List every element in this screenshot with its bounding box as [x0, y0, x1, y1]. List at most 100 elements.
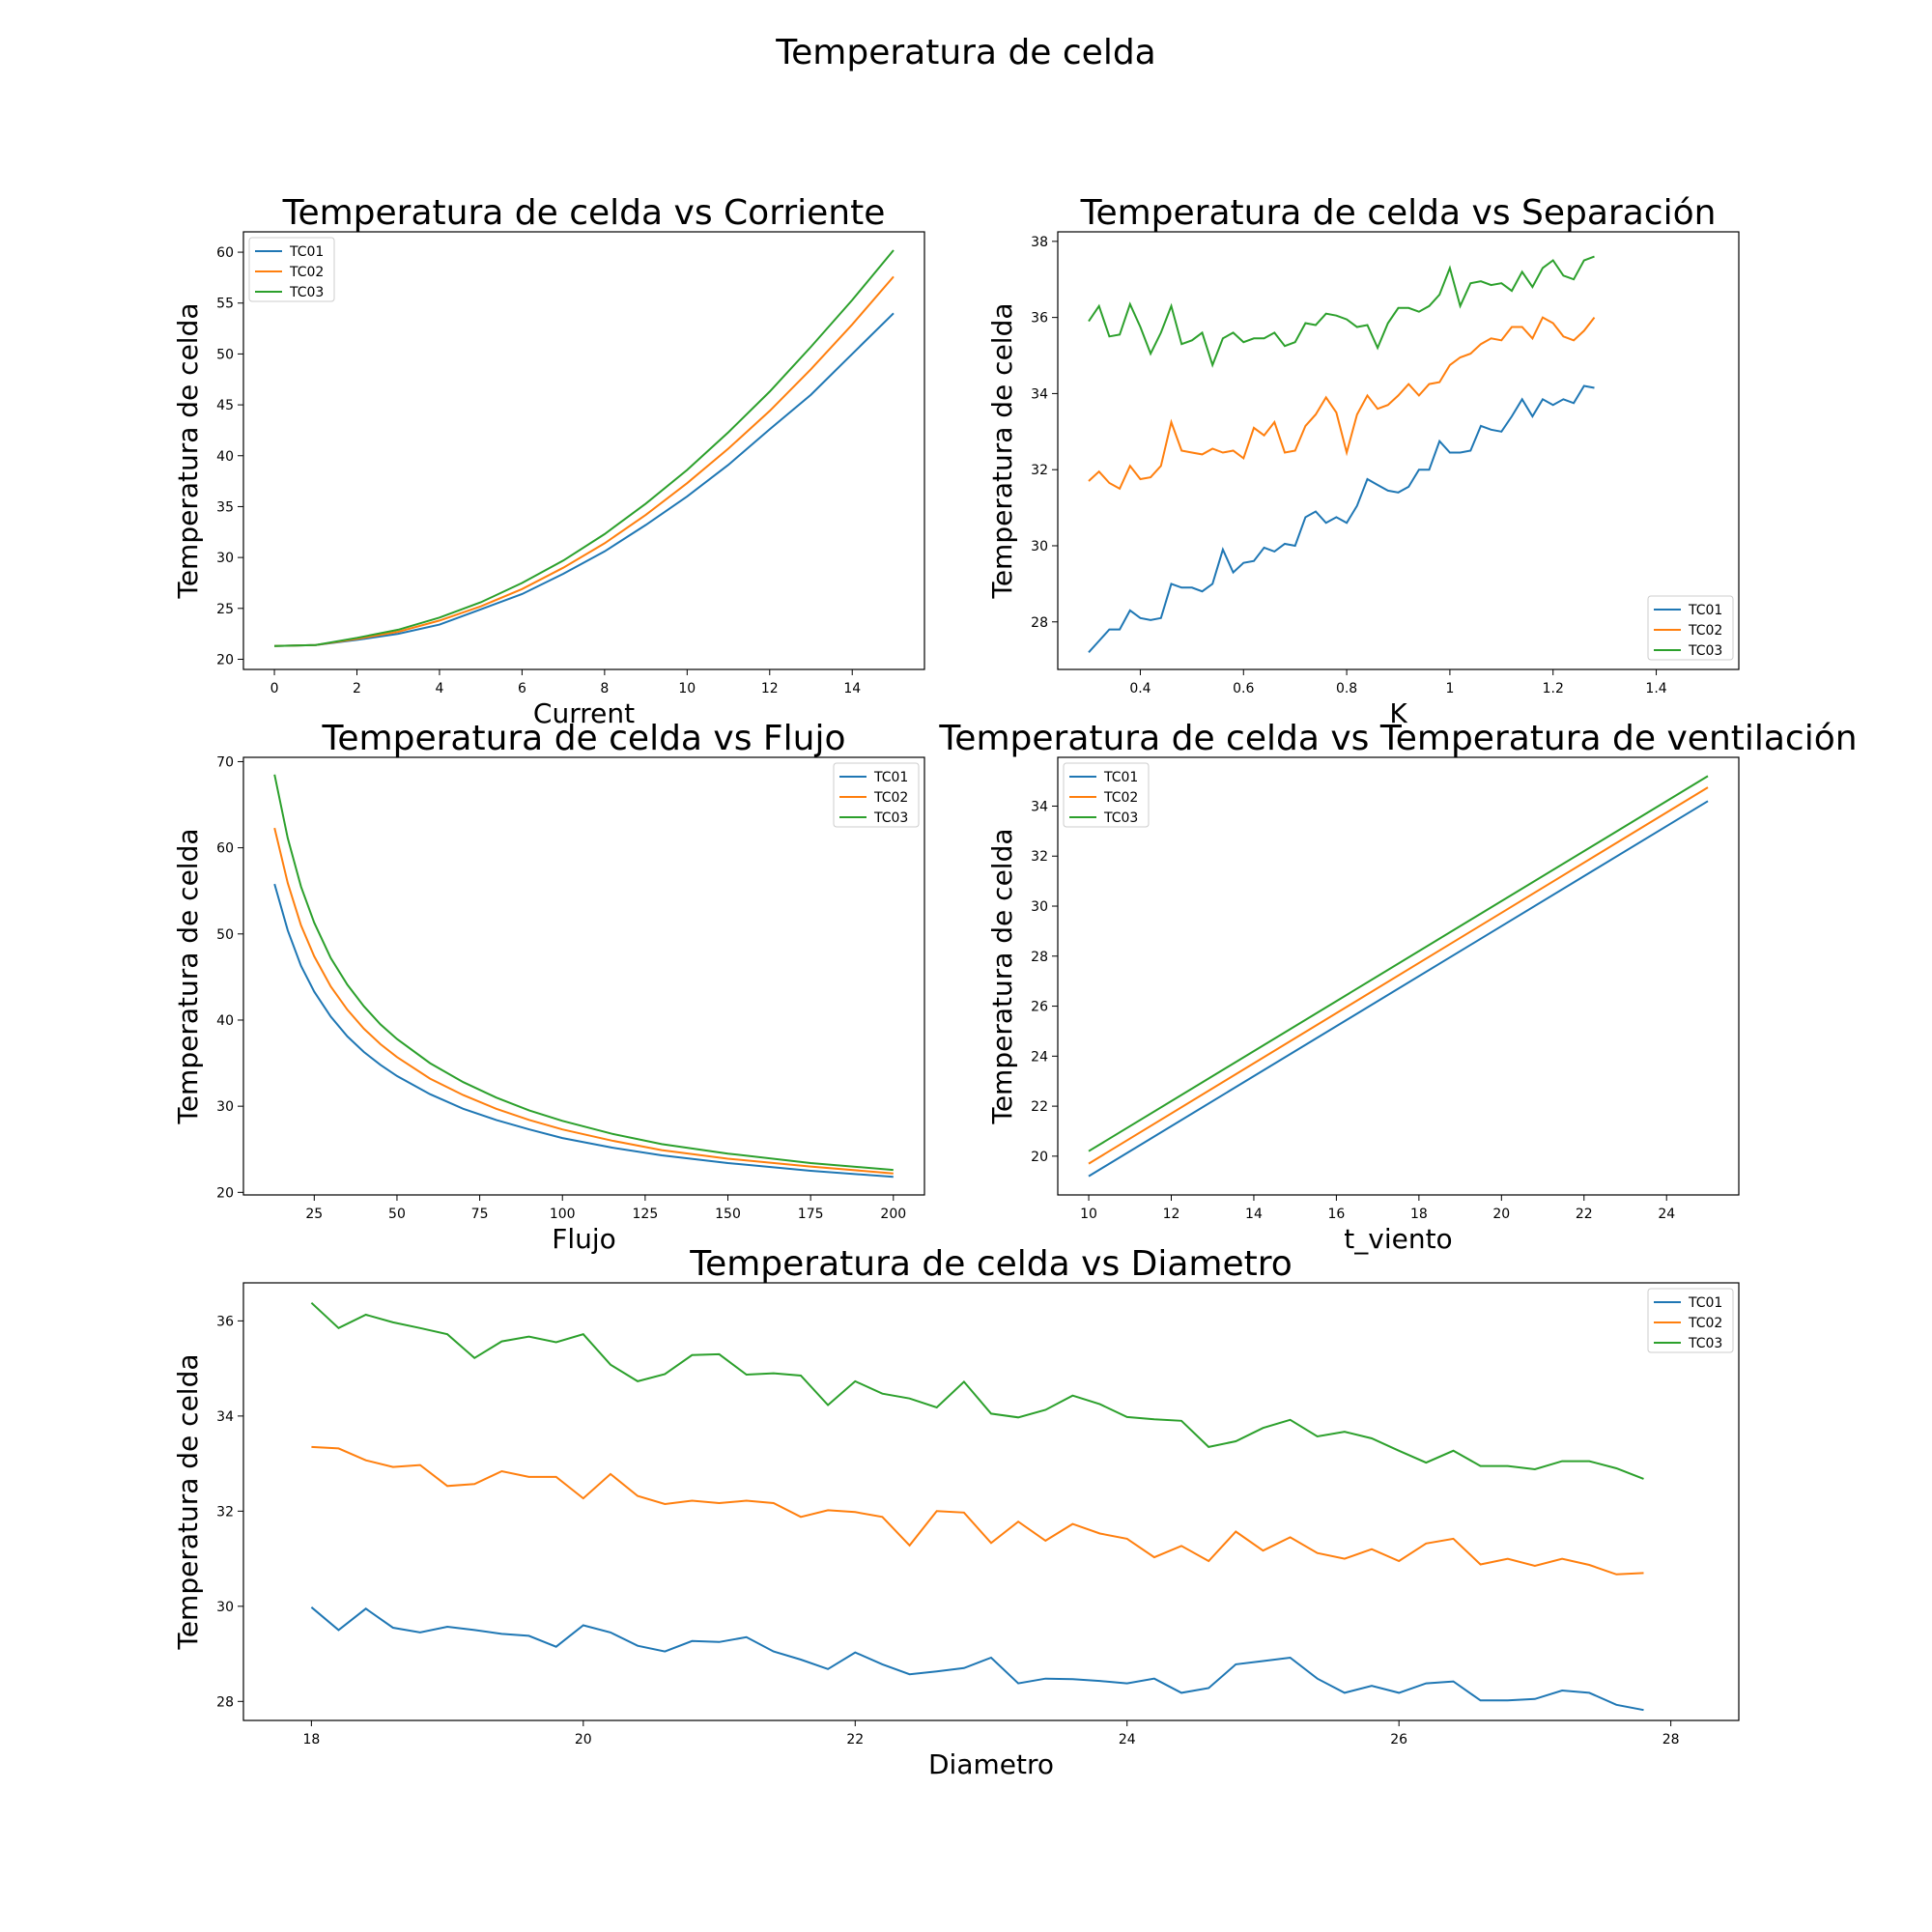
legend-box [833, 762, 920, 828]
series-line-tc02 [273, 275, 895, 647]
x-tick-label: 12 [1163, 1207, 1180, 1222]
y-tick-label: 28 [1031, 615, 1048, 631]
y-tick-label: 34 [216, 1409, 234, 1425]
x-tick-label: 6 [518, 681, 526, 696]
x-tick-label: 50 [388, 1207, 406, 1222]
subplot-5: 18 20 22 24 26 28 28 30 32 34 36 Temperatura de cel… [172, 1244, 1740, 1780]
x-tick-label: 75 [471, 1207, 489, 1222]
subplot-title: Temperatura de celda vs Corriente [282, 193, 886, 233]
y-tick-label: 70 [216, 754, 234, 770]
x-tick-label: 0.8 [1336, 681, 1357, 696]
y-tick-label: 50 [216, 347, 234, 362]
legend-label: TC01 [1688, 603, 1722, 618]
legend-label: TC02 [1688, 1316, 1722, 1331]
series-line-tc01 [310, 1606, 1644, 1712]
x-tick-label: 10 [1080, 1207, 1097, 1222]
x-tick-label: 150 [715, 1207, 741, 1222]
x-tick-label: 24 [1658, 1207, 1675, 1222]
axes-frame [242, 1282, 1740, 1721]
legend: TC01 TC02 TC03 [833, 762, 920, 828]
x-tick-label: 25 [305, 1207, 323, 1222]
legend-label: TC02 [1103, 790, 1138, 806]
x-axis-label: Current [533, 697, 635, 729]
legend-label: TC03 [1688, 643, 1722, 659]
y-tick-label: 20 [216, 652, 234, 668]
y-tick-label: 32 [1031, 849, 1048, 865]
y-tick-label: 60 [216, 245, 234, 261]
y-tick-label: 60 [216, 841, 234, 857]
subplot-4: 10 12 14 16 18 20 22 24 20 22 24 26 28 30 32 34 Temperat… [938, 719, 1857, 1255]
y-tick-label: 30 [216, 1600, 234, 1615]
legend-label: TC01 [1688, 1295, 1722, 1311]
y-tick-label: 28 [216, 1694, 234, 1710]
x-tick-label: 4 [435, 681, 443, 696]
x-tick-label: 16 [1327, 1207, 1345, 1222]
y-axis-label: Temperatura de celda [172, 828, 204, 1124]
x-tick-label: 0 [270, 681, 279, 696]
y-axis-label: Temperatura de celda [172, 302, 204, 599]
x-axis-label: Flujo [552, 1223, 616, 1255]
x-axis-label: Diametro [928, 1748, 1054, 1780]
x-tick-label: 22 [1576, 1207, 1593, 1222]
y-tick-label: 45 [216, 398, 234, 413]
legend-box [1063, 762, 1150, 828]
legend-label: TC03 [1688, 1336, 1722, 1351]
y-tick-label: 55 [216, 297, 234, 312]
x-tick-label: 14 [1245, 1207, 1263, 1222]
x-tick-label: 26 [1390, 1732, 1407, 1747]
series-line-tc02 [273, 827, 894, 1175]
legend: TC01 TC02 TC03 [1647, 595, 1734, 661]
legend-label: TC01 [1103, 770, 1138, 785]
x-tick-label: 8 [600, 681, 609, 696]
subplot-3: 25 50 75 100 125 150 175 200 20 30 40 50 60 70 Tempera… [172, 719, 925, 1255]
series-line-tc01 [273, 312, 895, 647]
x-tick-label: 200 [880, 1207, 906, 1222]
x-tick-label: 22 [846, 1732, 864, 1747]
x-tick-label: 28 [1662, 1732, 1680, 1747]
y-tick-label: 28 [1031, 950, 1048, 965]
x-tick-label: 18 [302, 1732, 320, 1747]
series-line-tc03 [273, 774, 894, 1172]
y-tick-label: 32 [216, 1504, 234, 1520]
subplot-title: Temperatura de celda vs Flujo [322, 719, 846, 758]
y-tick-label: 20 [1031, 1150, 1048, 1165]
y-tick-label: 32 [1031, 463, 1048, 478]
legend: TC01 TC02 TC03 [1063, 762, 1150, 828]
series-line-tc02 [1088, 316, 1596, 491]
y-tick-label: 30 [1031, 539, 1048, 554]
legend: TC01 TC02 TC03 [1647, 1288, 1734, 1353]
x-axis-label: t_viento [1344, 1223, 1452, 1255]
y-tick-label: 22 [1031, 1099, 1048, 1115]
y-tick-label: 50 [216, 927, 234, 943]
y-tick-label: 38 [1031, 235, 1048, 250]
y-tick-label: 40 [216, 1013, 234, 1029]
x-tick-label: 2 [353, 681, 361, 696]
x-tick-label: 24 [1119, 1732, 1136, 1747]
legend-label: TC02 [873, 790, 908, 806]
y-tick-label: 34 [1031, 799, 1048, 814]
x-tick-label: 14 [843, 681, 861, 696]
x-tick-label: 125 [633, 1207, 659, 1222]
y-tick-label: 25 [216, 602, 234, 617]
y-tick-label: 36 [216, 1314, 234, 1329]
y-axis-label: Temperatura de celda [172, 1353, 204, 1650]
y-axis-label: Temperatura de celda [986, 302, 1018, 599]
x-tick-label: 18 [1410, 1207, 1428, 1222]
series-line-tc03 [1088, 775, 1709, 1152]
y-tick-label: 30 [1031, 899, 1048, 915]
axes-frame [1057, 756, 1740, 1196]
series-line-tc03 [1088, 255, 1595, 368]
legend-label: TC01 [289, 244, 324, 260]
x-tick-label: 20 [575, 1732, 592, 1747]
series-line-tc01 [1088, 800, 1709, 1178]
legend-box [1647, 595, 1734, 661]
y-tick-label: 24 [1031, 1049, 1048, 1065]
y-tick-label: 30 [216, 1099, 234, 1115]
legend-label: TC03 [289, 285, 324, 300]
legend-label: TC03 [1103, 810, 1138, 826]
axes-frame [242, 231, 925, 670]
series-line-tc03 [310, 1301, 1644, 1480]
legend-box [1647, 1288, 1734, 1353]
y-tick-label: 35 [216, 499, 234, 515]
